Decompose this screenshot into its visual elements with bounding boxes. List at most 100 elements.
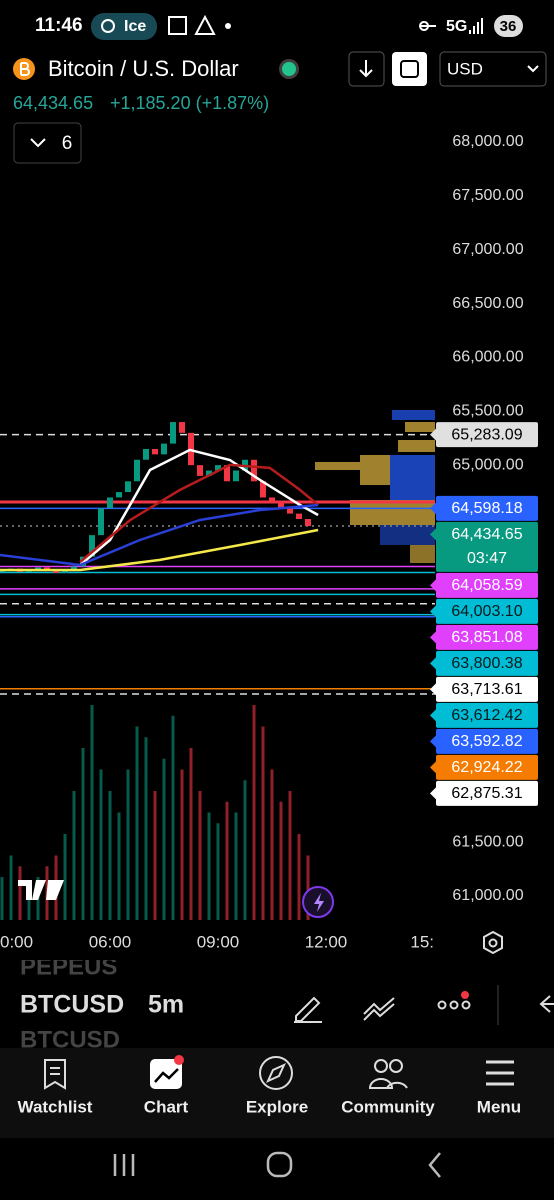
price-tag-label: 64,598.18 (451, 500, 522, 517)
candle (71, 566, 77, 570)
volume-profile (315, 410, 435, 563)
candle (170, 422, 176, 444)
price-tag-label: 65,283.09 (451, 426, 522, 443)
candle (296, 513, 302, 519)
candle (89, 535, 95, 557)
more-button[interactable] (437, 1000, 447, 1010)
symbol-code[interactable]: BTCUSD (20, 991, 124, 1019)
download-icon (359, 60, 373, 78)
price-tag-pointer (430, 631, 436, 644)
indicator-tool[interactable] (363, 997, 395, 1021)
interval[interactable]: 5m (148, 991, 184, 1019)
volume-bar (198, 791, 202, 920)
price-tag-pointer (430, 735, 436, 748)
candle (224, 465, 230, 482)
volume-bar (225, 801, 229, 920)
volume-bar (216, 823, 220, 920)
candle (269, 497, 275, 503)
currency-chevron (527, 65, 539, 73)
volume-bar (252, 705, 256, 920)
volume-bar (9, 855, 13, 920)
price-tag-pointer (430, 657, 436, 670)
profile-bar (390, 455, 435, 500)
volume-bar (153, 791, 157, 920)
tv-logo (18, 880, 64, 900)
moving-average (0, 503, 319, 567)
price-tag-countdown: 03:47 (467, 550, 507, 567)
time-axis: 0:00 06:00 09:00 12:00 15: (0, 932, 434, 951)
candle (278, 502, 284, 509)
profile-bar (315, 462, 360, 470)
draw-tool[interactable] (294, 996, 322, 1023)
indicators-count: 6 (62, 133, 73, 154)
profile-bar (392, 410, 435, 420)
clock: 11:46 (35, 15, 83, 36)
settings-icon[interactable] (483, 930, 503, 955)
price-tags: 65,283.09 64,598.18 64,434.65 03:47 64,058.5… (430, 422, 538, 806)
more-dot (449, 1000, 459, 1010)
price-tag-label: 63,713.61 (451, 681, 522, 698)
candle (305, 518, 311, 527)
candle (260, 481, 266, 498)
indicators-chevron (30, 138, 46, 148)
back-button[interactable] (428, 1152, 441, 1178)
home-button[interactable] (266, 1151, 293, 1178)
status-icon (194, 14, 216, 35)
coin-glyph (20, 62, 30, 76)
price-tag-pointer (430, 502, 436, 515)
price-tag (436, 728, 538, 754)
nav-label[interactable]: Menu (477, 1097, 521, 1116)
candle (0, 570, 5, 573)
recents-button[interactable] (113, 1154, 135, 1176)
volume-bar (288, 791, 292, 920)
menu-icon (486, 1060, 514, 1086)
y-tick-label: 61,500.00 (452, 833, 523, 850)
key-icon (419, 21, 436, 31)
profile-bar (380, 525, 435, 545)
volume-bar (72, 791, 76, 920)
volume-bar (27, 887, 31, 920)
price-tag-label: 63,592.82 (451, 733, 522, 750)
community-icon-body (368, 1078, 408, 1089)
nav-label[interactable]: Explore (246, 1097, 308, 1116)
nav-labels: Watchlist Chart Explore Community Menu (18, 1097, 522, 1116)
nav-label[interactable]: Chart (144, 1097, 189, 1116)
candle (287, 508, 293, 514)
volume-layer (0, 705, 310, 920)
y-tick-label: 68,000.00 (452, 133, 523, 150)
y-tick-label: 67,500.00 (452, 187, 523, 204)
price-tag (436, 521, 538, 572)
volume-bar (270, 769, 274, 920)
moving-average (79, 448, 319, 566)
price-tag-label: 62,924.22 (451, 759, 522, 776)
price-tag-pointer (430, 683, 436, 696)
symbol-scroller[interactable]: PEPEUS BTCUSD (20, 953, 120, 1053)
nav-bar (0, 1048, 554, 1138)
moving-averages (0, 448, 319, 572)
volume-bar (99, 769, 103, 920)
volume-bar (279, 801, 283, 920)
explore-icon (259, 1056, 293, 1090)
level-lines (0, 433, 435, 695)
fullscreen-button[interactable] (392, 52, 427, 86)
price-tag-label: 64,058.59 (451, 577, 522, 594)
volume-bar (234, 812, 238, 920)
indicators-toggle[interactable] (13, 122, 82, 164)
price-tag (436, 422, 538, 448)
volume-bar (180, 769, 184, 920)
volume-bar (297, 834, 301, 920)
currency-select[interactable] (439, 51, 547, 87)
profile-bar (398, 440, 435, 452)
nav-label[interactable]: Watchlist (18, 1097, 93, 1116)
candle (161, 443, 167, 455)
price-tag (436, 650, 538, 676)
volume-bar (90, 705, 94, 920)
price-tag-pointer (430, 787, 436, 800)
undo-button[interactable] (539, 995, 554, 1013)
nav-label[interactable]: Community (341, 1097, 435, 1116)
status-icon (168, 16, 187, 35)
candle (233, 470, 239, 482)
price-tag-label: 63,851.08 (451, 629, 522, 646)
